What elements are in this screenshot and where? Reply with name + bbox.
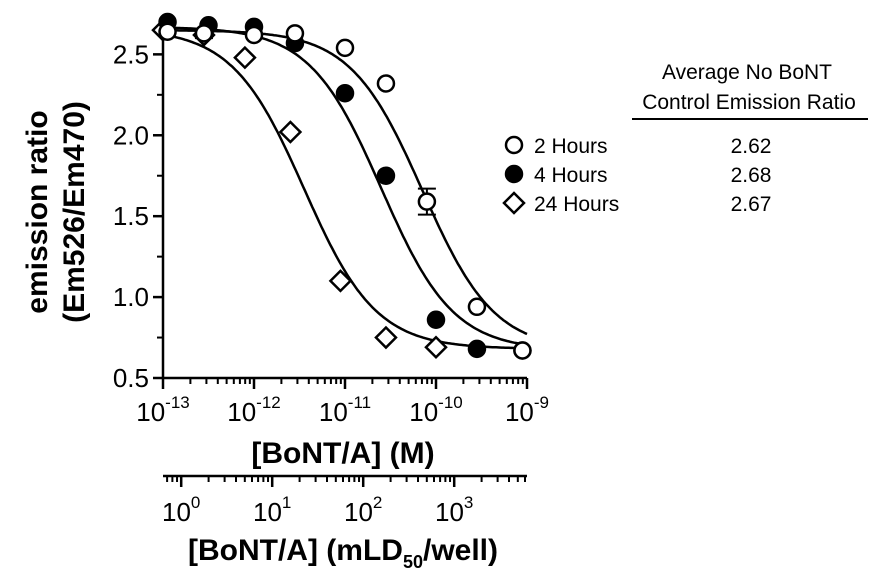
data-point-open-diamond (233, 45, 257, 70)
data-point-open-diamond (278, 120, 303, 144)
x-tick-exponent: -11 (348, 393, 371, 412)
data-points (151, 12, 532, 360)
data-point-open-circle (467, 297, 487, 317)
table-value-1: 2.62 (731, 135, 772, 158)
table-value-3: 2.67 (731, 193, 772, 216)
data-point-open-circle (513, 341, 532, 360)
x-tick-base: 10 (409, 397, 438, 427)
y-axis-label-line2: (Em526/Em470) (58, 101, 91, 323)
table-header-line2: Control Emission Ratio (642, 91, 856, 114)
secondary-x-tick-exponent: 1 (282, 493, 291, 512)
secondary-x-axis-label-main: [BoNT/A] (mLD (188, 534, 403, 567)
data-point-filled-circle (376, 166, 396, 185)
x-tick-label: 10-11 (319, 393, 371, 427)
data-point-filled-circle (467, 339, 487, 359)
secondary-x-tick-exponent: 0 (191, 493, 200, 512)
data-point-filled-circle (335, 83, 355, 103)
y-tick-label: 2.0 (113, 120, 149, 150)
x-tick-label: 10-9 (505, 393, 549, 427)
data-point-open-circle (335, 38, 355, 58)
secondary-x-axis-label-end: /well) (423, 534, 498, 567)
x-tick-base: 10 (136, 397, 165, 427)
y-axis-label: emission ratio (Em526/Em470) (21, 101, 91, 323)
fit-curve-2 (163, 26, 528, 347)
y-tick-label: 1.0 (113, 282, 149, 312)
x-tick-exponent: -12 (256, 393, 281, 412)
secondary-x-tick-base: 10 (435, 497, 464, 527)
legend: 2 Hours 4 Hours 24 Hours (502, 135, 619, 216)
x-tick-base: 10 (319, 397, 348, 427)
x-tick-exponent: -13 (165, 393, 190, 412)
table-value-2: 2.68 (731, 164, 772, 187)
secondary-x-tick-label: 103 (435, 493, 473, 527)
legend-entry-3: 24 Hours (534, 193, 619, 216)
legend-marker-open-circle (504, 135, 524, 155)
secondary-x-tick-label: 102 (344, 493, 382, 527)
control-emission-table: Average No BoNT Control Emission Ratio 2… (632, 61, 868, 216)
data-point-open-circle (244, 25, 264, 45)
x-axis-label: [BoNT/A] (M) (251, 437, 434, 470)
secondary-x-tick-label: 101 (253, 493, 291, 527)
legend-marker-filled-circle (504, 164, 524, 184)
data-point-open-diamond (328, 269, 353, 293)
data-point-filled-circle (426, 310, 446, 329)
secondary-x-tick-label: 100 (162, 493, 200, 527)
data-point-open-circle (417, 192, 437, 211)
secondary-x-axis-label-subscript: 50 (403, 552, 423, 572)
x-tick-label: 10-10 (409, 393, 463, 427)
data-point-open-circle (158, 22, 177, 41)
data-point-open-diamond (424, 335, 448, 360)
legend-entry-2: 4 Hours (534, 164, 608, 187)
y-tick-label: 0.5 (113, 363, 149, 393)
fit-curve-1 (163, 29, 528, 336)
data-point-open-circle (194, 24, 214, 43)
fit-curve-3 (162, 33, 527, 350)
legend-marker-open-diamond (502, 191, 526, 215)
secondary-x-tick-base: 10 (253, 497, 282, 527)
x-tick-base: 10 (227, 397, 256, 427)
secondary-x-tick-exponent: 2 (373, 493, 382, 512)
x-tick-label: 10-13 (136, 393, 190, 427)
x-tick-base: 10 (505, 397, 534, 427)
y-tick-label: 1.5 (113, 201, 149, 231)
secondary-x-axis: 100 101 102 103 (162, 474, 527, 527)
axes: 0.51.01.52.02.510-13 10-12 10-11 10-10 10-9 (113, 22, 549, 427)
x-tick-exponent: -10 (438, 393, 463, 412)
x-tick-label: 10-12 (227, 393, 281, 427)
table-header-line1: Average No BoNT (662, 61, 832, 84)
data-point-open-circle (285, 24, 305, 43)
y-axis-label-line1: emission ratio (21, 110, 54, 313)
secondary-x-tick-exponent: 3 (464, 493, 473, 512)
legend-entry-1: 2 Hours (534, 135, 608, 158)
y-tick-label: 2.5 (113, 39, 149, 69)
fit-curves (162, 26, 528, 350)
x-tick-exponent: -9 (534, 393, 549, 412)
data-point-open-diamond (374, 325, 398, 350)
secondary-x-tick-base: 10 (344, 497, 373, 527)
secondary-x-axis-label: [BoNT/A] (mLD50/well) (188, 534, 498, 572)
secondary-x-tick-base: 10 (162, 497, 191, 527)
data-point-open-circle (376, 74, 396, 93)
